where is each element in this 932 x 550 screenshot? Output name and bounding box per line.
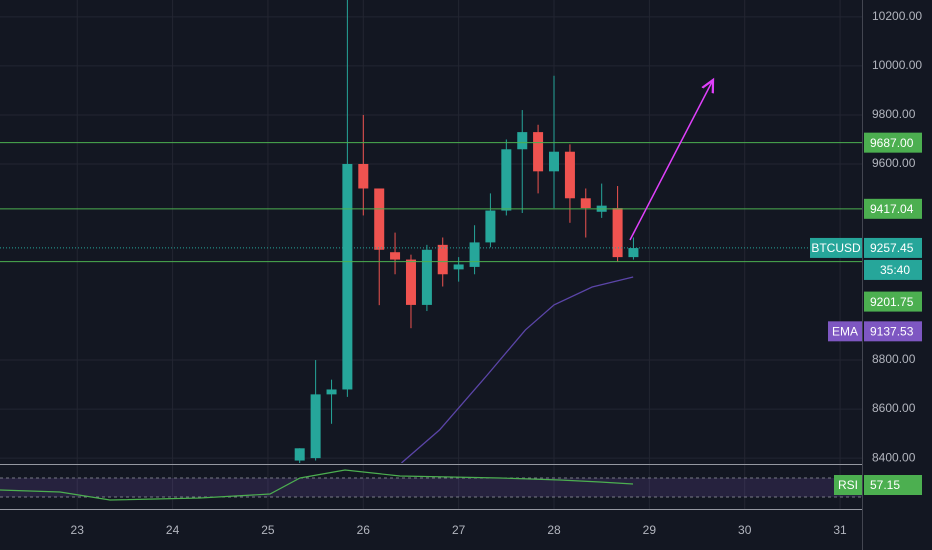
x-tick-label: 25 (261, 523, 275, 537)
ema-label: 9137.53 (870, 324, 914, 338)
candle-body (405, 259, 416, 305)
candle-body (437, 244, 448, 275)
candle-body (453, 264, 464, 270)
candle-body (374, 188, 385, 250)
rsi-tag (864, 475, 922, 495)
candle-body (628, 248, 639, 258)
candle-body (612, 208, 623, 258)
level-tag (864, 291, 922, 312)
y-tick-label: 8800.00 (872, 352, 916, 366)
level-tag (864, 198, 922, 219)
candle-body (485, 210, 496, 243)
level-label: 9687.00 (870, 136, 914, 150)
rsi-line (0, 469, 634, 501)
x-tick-label: 26 (357, 523, 371, 537)
y-tick-label: 8400.00 (872, 450, 916, 464)
price-tag (864, 237, 922, 258)
x-tick-label: 27 (452, 523, 466, 537)
trend-arrow (629, 80, 713, 241)
candle-body (342, 163, 353, 390)
price-name-tag (810, 237, 862, 258)
y-tick-label: 8600.00 (872, 401, 916, 415)
level-label: 9417.04 (870, 202, 914, 216)
grid (0, 0, 862, 509)
candle-body (326, 389, 337, 395)
ema-name-tag (828, 321, 862, 342)
candle-body (517, 132, 528, 150)
rsi-label: 57.15 (870, 478, 900, 492)
y-tick-label: 10000.00 (872, 58, 922, 72)
ema-tag (864, 321, 922, 342)
candle-body (549, 151, 560, 172)
x-tick-label: 23 (71, 523, 85, 537)
y-tick-label: 10200.00 (872, 9, 922, 23)
y-tick-label: 9800.00 (872, 107, 916, 121)
countdown-tag (864, 259, 922, 280)
candle-body (580, 198, 591, 209)
level-tag (864, 132, 922, 153)
x-tick-label: 28 (547, 523, 561, 537)
candle-body (294, 448, 305, 461)
candle-body (390, 252, 401, 260)
x-tick-label: 24 (166, 523, 180, 537)
ema-name: EMA (832, 324, 858, 338)
candle-body (501, 149, 512, 211)
x-tick-label: 31 (833, 523, 847, 537)
rsi-pane (0, 464, 862, 510)
plot-area (0, 0, 862, 463)
price-name: BTCUSD (811, 241, 861, 255)
candle-body (564, 151, 575, 199)
y-tick-label: 9600.00 (872, 156, 916, 170)
candle-body (533, 132, 544, 172)
rsi-band (0, 478, 862, 497)
countdown: 35:40 (880, 263, 910, 277)
x-tick-label: 30 (738, 523, 752, 537)
candle-body (469, 242, 480, 267)
candle-body (421, 249, 432, 305)
rsi-name-tag (834, 475, 862, 495)
rsi-name: RSI (838, 478, 858, 492)
ema-line (401, 276, 634, 463)
price-label: 9257.45 (870, 241, 914, 255)
candle-body (310, 394, 321, 459)
candle-body (358, 163, 369, 189)
x-tick-label: 29 (643, 523, 657, 537)
axis-labels: 8400.00 8600.00 8800.00 9600.00 9800.00 10000… (71, 9, 923, 537)
level-label: 9201.75 (870, 295, 914, 309)
